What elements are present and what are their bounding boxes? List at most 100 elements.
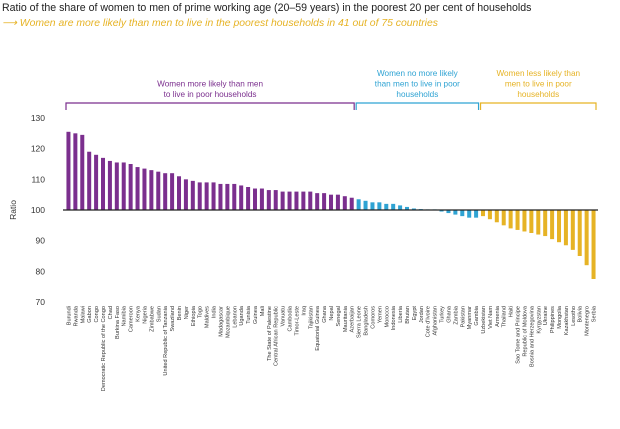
y-tick-label: 130 — [31, 113, 45, 123]
x-tick-label: Jordan — [419, 306, 425, 323]
x-tick-label: Kyrgyzstan — [536, 306, 542, 334]
x-tick-label: Swaziland — [170, 306, 176, 332]
x-tick-label: Egypt — [412, 306, 418, 321]
x-tick-label: Iraq — [301, 306, 307, 316]
x-tick-label: Congo — [94, 306, 100, 322]
bar-41 — [342, 196, 347, 210]
bar-69 — [536, 210, 541, 235]
x-tick-label: Niger — [184, 306, 190, 320]
bar-34 — [294, 191, 299, 210]
bar-16 — [170, 173, 175, 210]
bar-55 — [439, 210, 444, 212]
group-label-same: Women no more likely — [377, 69, 459, 78]
bar-67 — [522, 210, 527, 232]
bar-76 — [584, 210, 589, 266]
x-tick-label: Sudan — [156, 306, 162, 322]
x-tick-label: Bolivia — [578, 305, 584, 322]
y-axis: 70 80 90 100 110 120 130 Ratio — [8, 113, 45, 307]
bar-9 — [121, 162, 126, 210]
bar-40 — [335, 194, 340, 210]
x-tick-label: Cambodia — [288, 305, 294, 331]
x-tick-label: Madagascar — [218, 306, 224, 337]
x-tick-label: Sierra Leone — [357, 306, 363, 338]
bar-46 — [377, 202, 382, 210]
bracket-same — [355, 102, 480, 110]
x-tick-label: Sao Tome and Principe — [516, 306, 522, 364]
bar-70 — [543, 210, 548, 237]
bar-22 — [211, 182, 216, 210]
y-tick-label: 80 — [36, 266, 46, 276]
bar-1 — [66, 131, 71, 210]
bars — [66, 131, 596, 279]
bracket-more — [65, 102, 355, 110]
bar-36 — [308, 191, 313, 210]
x-tick-label: Uzbekistan — [481, 306, 487, 334]
x-tick-label: Nepal — [329, 306, 335, 321]
y-tick-label: 70 — [36, 297, 46, 307]
bar-19 — [190, 180, 195, 210]
x-tick-label: Kazakhstan — [564, 306, 570, 335]
bar-71 — [550, 210, 555, 240]
x-tick-label: Liberia — [398, 305, 404, 323]
bar-18 — [183, 179, 188, 210]
x-tick-label: Benin — [177, 306, 183, 320]
bar-56 — [446, 210, 451, 214]
bar-59 — [467, 210, 472, 218]
bar-33 — [287, 191, 292, 210]
x-tick-label: Maldives — [205, 306, 211, 328]
bar-32 — [280, 191, 285, 210]
x-tick-label: Chad — [108, 306, 114, 319]
bar-15 — [163, 173, 168, 210]
bar-5 — [94, 154, 99, 210]
bar-28 — [253, 188, 258, 210]
bar-12 — [142, 168, 147, 210]
x-tick-label: Afghanistan — [433, 306, 439, 336]
bar-10 — [128, 164, 133, 210]
group-label-same: than men to live in poor — [375, 80, 460, 89]
bar-30 — [266, 190, 271, 210]
x-tick-label: Republic of Moldova — [522, 305, 528, 357]
bar-14 — [156, 171, 161, 210]
chart-subtitle: ⟶ Women are more likely than men to live… — [2, 18, 438, 29]
bar-45 — [370, 202, 375, 210]
x-tick-label: Malawi — [80, 306, 86, 323]
bar-60 — [474, 210, 479, 218]
bar-21 — [204, 182, 209, 210]
bar-6 — [101, 157, 106, 210]
bar-50 — [405, 206, 410, 210]
bar-7 — [107, 160, 112, 210]
x-tick-label: Uganda — [239, 305, 245, 325]
bar-38 — [322, 193, 327, 210]
group-label-more: Women more likely than men — [157, 80, 263, 89]
x-tick-label: Viet Nam — [488, 306, 494, 329]
bar-42 — [349, 197, 354, 210]
bracket-less — [479, 102, 597, 110]
bar-66 — [515, 210, 520, 230]
bar-2 — [73, 133, 78, 210]
bar-8 — [114, 162, 119, 210]
x-tick-label: Burkina Faso — [115, 306, 121, 339]
x-axis-labels: Burundi Rwanda Malawi Gabon Congo Democratic … — [66, 305, 597, 391]
x-tick-label: Guinea — [253, 305, 259, 324]
x-tick-label: Ghana — [446, 305, 452, 323]
x-tick-label: Philippines — [550, 306, 556, 333]
bar-20 — [197, 182, 202, 210]
y-axis-title: Ratio — [8, 200, 18, 220]
bar-44 — [363, 200, 368, 210]
x-tick-label: Nigeria — [142, 305, 148, 324]
x-tick-label: Mongolia — [557, 305, 563, 329]
x-tick-label: Democratic Republic of the Congo — [101, 306, 107, 391]
bar-57 — [453, 210, 458, 215]
x-tick-label: Comoros — [370, 306, 376, 329]
bar-35 — [301, 191, 306, 210]
bar-72 — [557, 210, 562, 243]
bar-17 — [177, 176, 182, 210]
bar-75 — [577, 210, 582, 256]
x-tick-label: Ethiopia — [191, 305, 197, 326]
group-label-less: Women less likely than — [496, 69, 580, 78]
x-tick-label: Vanuatu — [281, 306, 287, 326]
x-tick-label: United Republic of Tanzania — [163, 305, 169, 375]
x-tick-label: Armenia — [495, 305, 501, 327]
